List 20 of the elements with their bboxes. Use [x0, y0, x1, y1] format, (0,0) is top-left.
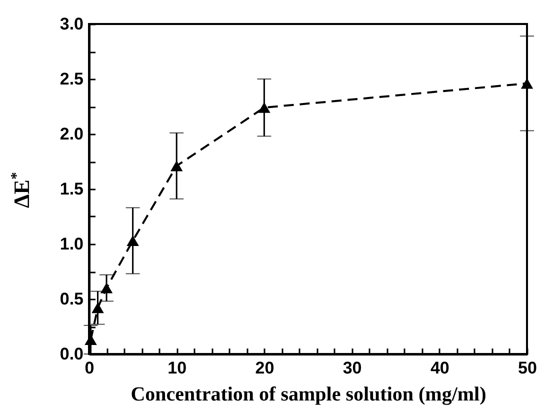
y-tick-label: 3.0	[60, 14, 84, 34]
y-tick-label: 0.0	[60, 344, 84, 364]
x-tick-label: 0	[84, 358, 94, 378]
y-tick-label: 2.0	[60, 124, 84, 144]
y-tick-label: 1.5	[60, 180, 84, 198]
x-tick-label: 30	[342, 358, 362, 378]
x-axis-title: Concentration of sample solution (mg/ml)	[130, 384, 486, 406]
point	[520, 78, 534, 89]
y-tick-label: 0.5	[60, 290, 84, 308]
x-tick-label: 40	[430, 358, 450, 378]
point	[170, 160, 183, 172]
x-tick-label: 20	[255, 358, 274, 378]
point	[126, 235, 139, 246]
x-tick-label: 50	[518, 358, 537, 378]
point	[92, 302, 104, 314]
point	[100, 282, 113, 294]
point	[258, 102, 270, 113]
y-tick-label: 1.0	[60, 234, 84, 254]
y-tick-label: 2.5	[60, 70, 84, 88]
x-tick-label: 10	[168, 358, 187, 378]
